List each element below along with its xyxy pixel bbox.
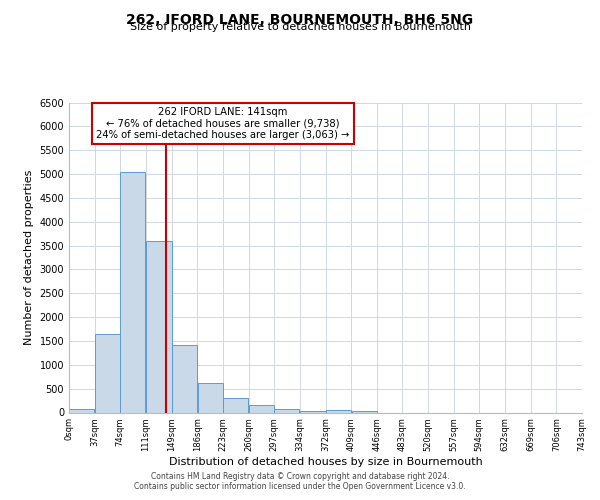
Bar: [95, 334, 120, 412]
Text: 262 IFORD LANE: 141sqm
← 76% of detached houses are smaller (9,738)
24% of semi-: 262 IFORD LANE: 141sqm ← 76% of detached…: [96, 107, 350, 140]
Text: 262, IFORD LANE, BOURNEMOUTH, BH6 5NG: 262, IFORD LANE, BOURNEMOUTH, BH6 5NG: [127, 12, 473, 26]
Text: Contains public sector information licensed under the Open Government Licence v3: Contains public sector information licen…: [134, 482, 466, 491]
Text: Size of property relative to detached houses in Bournemouth: Size of property relative to detached ho…: [130, 22, 470, 32]
Bar: [274, 409, 299, 412]
Bar: [197, 384, 223, 412]
Bar: [120, 172, 145, 412]
Bar: [172, 345, 197, 412]
Y-axis label: Number of detached properties: Number of detached properties: [24, 170, 34, 345]
Bar: [223, 398, 248, 412]
Bar: [146, 241, 172, 412]
Bar: [248, 406, 274, 412]
Bar: [326, 410, 351, 412]
Bar: [69, 409, 94, 412]
X-axis label: Distribution of detached houses by size in Bournemouth: Distribution of detached houses by size …: [169, 457, 482, 467]
Text: Contains HM Land Registry data © Crown copyright and database right 2024.: Contains HM Land Registry data © Crown c…: [151, 472, 449, 481]
